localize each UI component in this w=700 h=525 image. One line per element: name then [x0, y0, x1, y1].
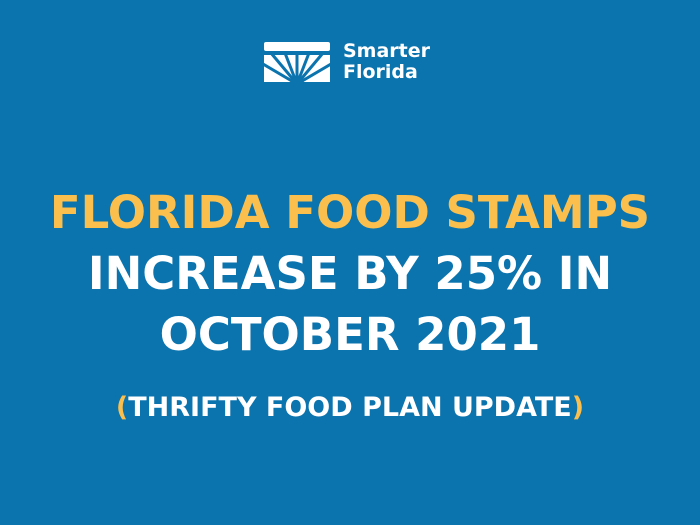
- logo-text: Smarter Florida: [343, 41, 430, 83]
- subtitle-close-paren: ): [571, 392, 585, 423]
- subtitle-open-paren: (: [115, 392, 129, 423]
- headline-line-3: OCTOBER 2021: [159, 308, 541, 361]
- logo-line-2: Florida: [343, 61, 418, 83]
- headline-line-2: INCREASE BY 25% IN: [87, 247, 613, 300]
- sunrise-logo-icon: [263, 42, 331, 84]
- subtitle: (THRIFTY FOOD PLAN UPDATE): [0, 392, 700, 423]
- headline-line-1: FLORIDA FOOD STAMPS: [49, 186, 651, 239]
- subtitle-text: THRIFTY FOOD PLAN UPDATE: [128, 392, 572, 423]
- smarter-florida-logo: Smarter Florida: [263, 40, 430, 84]
- logo-line-1: Smarter: [343, 40, 431, 62]
